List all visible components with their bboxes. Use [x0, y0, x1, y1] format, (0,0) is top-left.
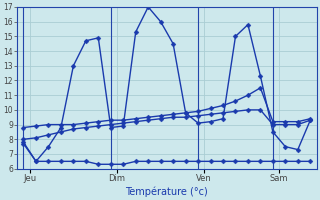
X-axis label: Température (°c): Température (°c) — [125, 186, 208, 197]
